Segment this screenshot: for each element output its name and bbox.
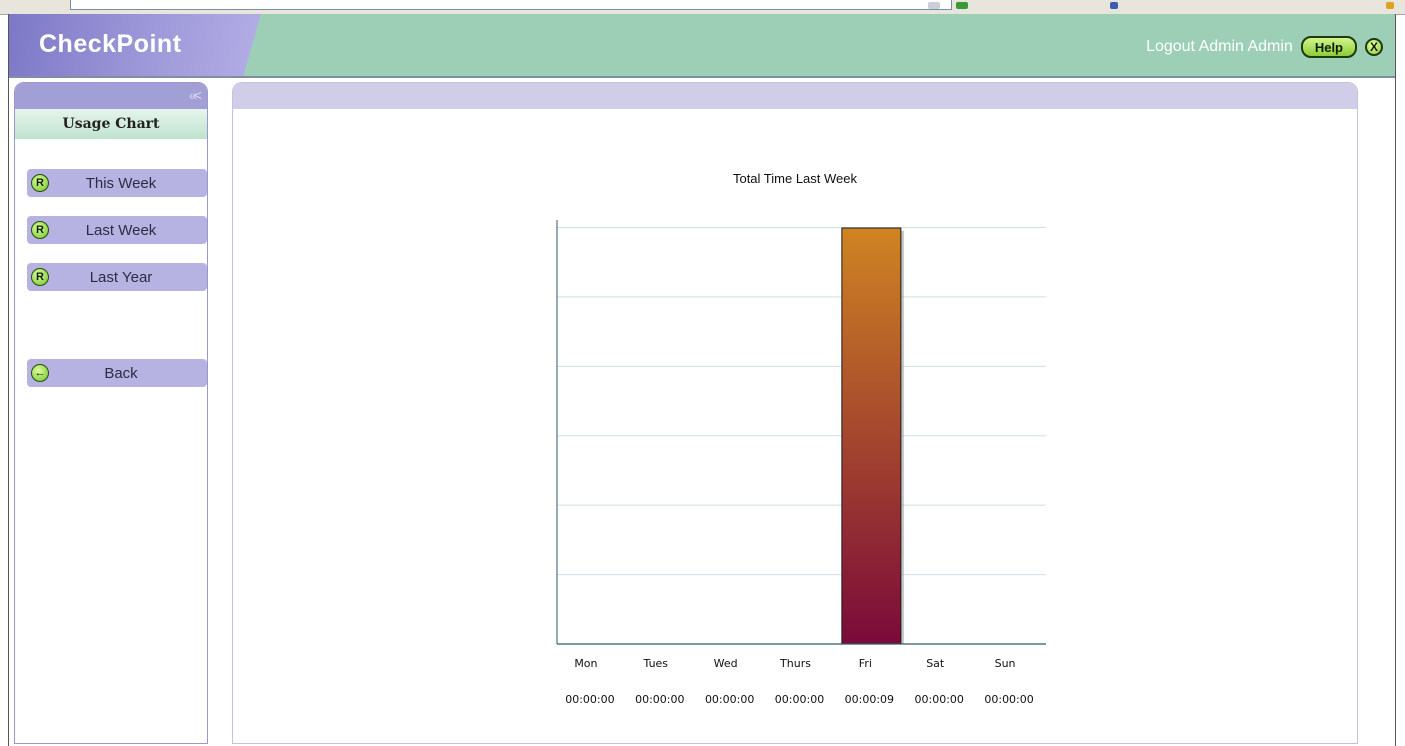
logout-link[interactable]: Logout Admin Admin [1146,38,1293,55]
x-tick-label: Wed [714,657,738,670]
go-icon[interactable] [956,2,968,9]
help-button[interactable]: Help [1300,36,1357,58]
r-icon: R [31,174,49,192]
x-tick-label: Sun [995,657,1016,670]
sidebar-item-label: Last Week [85,221,157,239]
arrow-left-icon: ← [31,364,49,382]
data-label: 00:00:00 [565,693,614,706]
x-tick-label: Sat [926,657,945,670]
toolbar-icon[interactable] [1386,2,1394,9]
toolbar-icon[interactable] [1110,2,1118,9]
x-tick-label: Thurs [779,657,811,670]
data-label: 00:00:00 [915,693,964,706]
address-bar[interactable] [70,0,952,10]
sidebar-item-label: Last Year [89,268,153,286]
r-icon: R [31,221,49,239]
chart-title: Total Time Last Week [732,171,858,186]
double-chevron-left-icon[interactable]: «< [189,87,202,103]
sidebar-header: «< [15,83,207,109]
back-label: Back [104,364,138,382]
header-actions: Logout Admin Admin Help X [1146,36,1383,58]
x-tick-label: Mon [574,657,597,670]
data-label: 00:00:00 [705,693,754,706]
sidebar-item-label: This Week [85,174,157,192]
data-label: 00:00:09 [845,693,894,706]
close-icon[interactable]: X [1365,38,1383,56]
app-header: CheckPoint Logout Admin Admin Help X [9,14,1395,78]
toolbar-icon[interactable] [928,2,940,9]
data-label: 00:00:00 [984,693,1033,706]
x-tick-label: Tues [643,657,669,670]
sidebar-item-last-week[interactable]: R Last Week [27,216,207,244]
sidebar: «< Usage Chart R This Week R Last Week R… [14,82,208,744]
back-button[interactable]: ← Back [27,359,207,387]
usage-bar-chart: Mon 00:00:00 Tues 00:00:00 Wed 00:00:00 Thurs 0… [556,220,1046,706]
browser-chrome-strip [0,0,1405,15]
sidebar-title: Usage Chart [15,109,207,139]
main-panel: Total Time Last Week Mon 00:00:00 Tues 00:0… [232,82,1358,744]
data-label: 00:00:00 [775,693,824,706]
data-label: 00:00:00 [635,693,684,706]
x-tick-label: Fri [859,657,872,670]
panel-header [233,83,1357,109]
app-logo: CheckPoint [39,30,182,58]
r-icon: R [31,268,49,286]
sidebar-item-last-year[interactable]: R Last Year [27,263,207,291]
sidebar-item-this-week[interactable]: R This Week [27,169,207,197]
chart-bar-fri [841,227,902,645]
brand-tab: CheckPoint [9,14,261,76]
